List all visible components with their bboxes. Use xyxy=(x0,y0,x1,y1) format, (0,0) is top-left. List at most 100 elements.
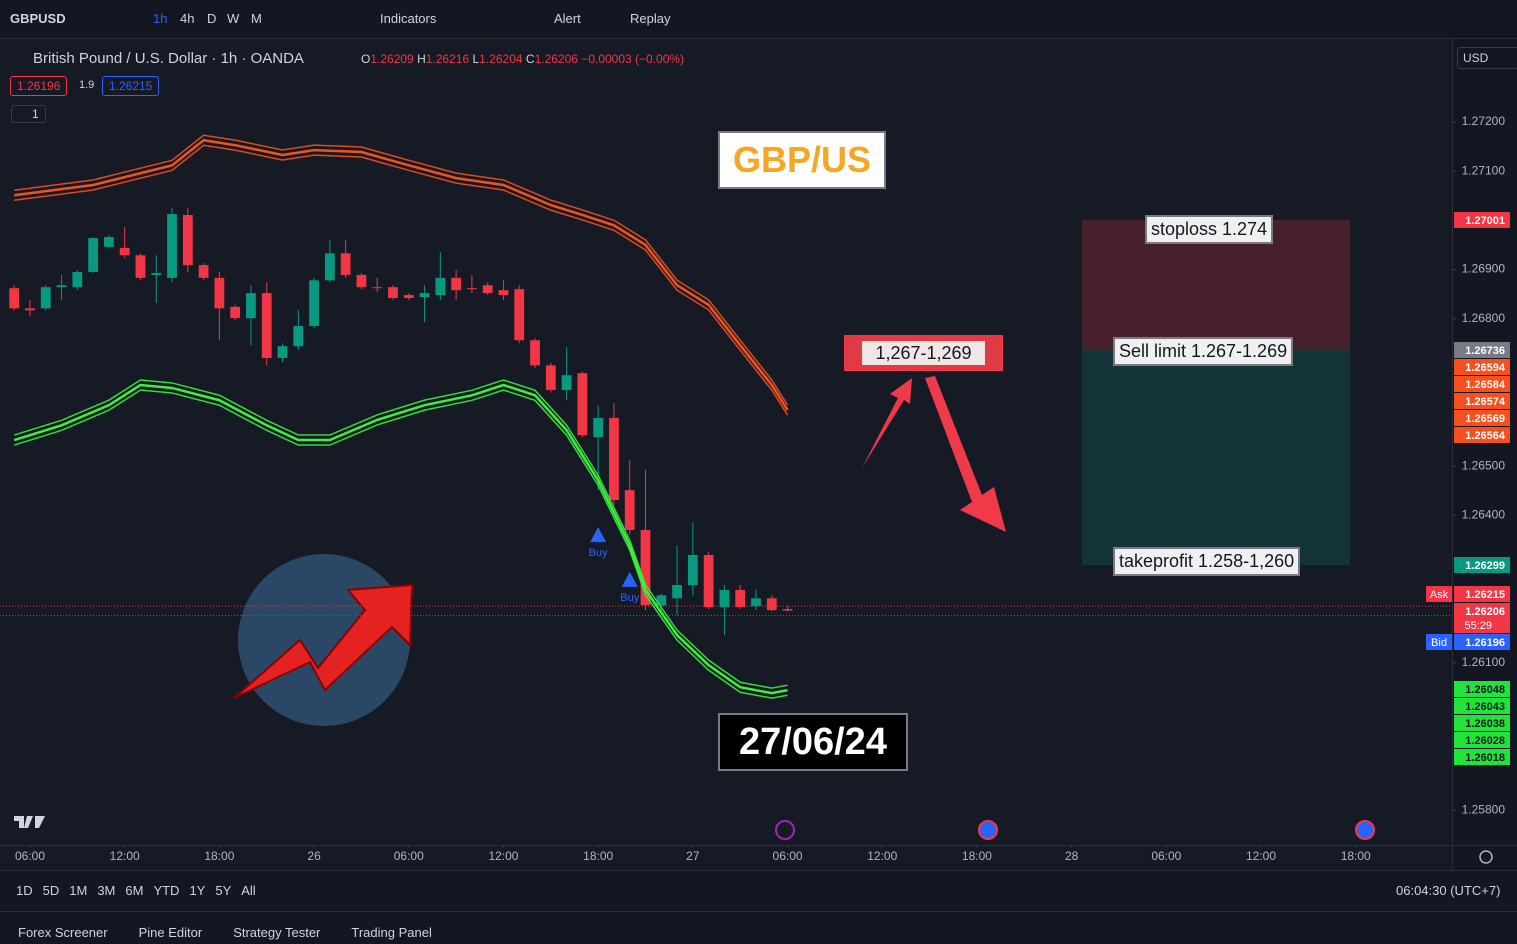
price-tag xyxy=(1454,557,1510,573)
ohlc-legend: O1.26209 H1.26216 L1.26204 C1.26206 −0.0… xyxy=(361,52,684,66)
collapse-button[interactable]: 1 xyxy=(11,105,46,123)
tab[interactable]: Strategy Tester xyxy=(233,925,321,940)
interval[interactable]: M xyxy=(251,11,262,26)
candle-body xyxy=(340,253,351,275)
price-tag-text: 1.26196 xyxy=(1465,637,1505,649)
candle-body xyxy=(25,308,35,311)
price-tag-text: 1.26206 xyxy=(1465,606,1505,618)
candle-body xyxy=(403,295,414,299)
candle-body xyxy=(656,595,667,606)
price-tag xyxy=(1454,376,1510,392)
alert-button[interactable]: Alert xyxy=(554,11,581,26)
range-button[interactable]: 6M xyxy=(125,883,144,898)
buy-signal xyxy=(621,571,638,587)
tab[interactable]: Pine Editor xyxy=(138,925,203,940)
price-tag xyxy=(1454,634,1510,650)
candle-body xyxy=(609,417,619,500)
price-tag-label-bg xyxy=(1426,634,1452,650)
candle-body xyxy=(293,326,304,347)
x-tick-label: 06:00 xyxy=(15,849,45,863)
price-tag xyxy=(1454,410,1510,426)
candle-body xyxy=(530,340,540,366)
range-bar: 1D 5D 1M 3M 6M YTD 1Y 5Y All xyxy=(16,883,256,898)
candle-body xyxy=(782,609,793,611)
range-button[interactable]: 1Y xyxy=(189,883,206,898)
symbol[interactable]: GBPUSD xyxy=(10,11,66,26)
interval[interactable]: 4h xyxy=(180,11,195,26)
price-tag-label-bg xyxy=(1426,586,1452,602)
candle-body xyxy=(498,290,509,296)
x-tick-label: 06:00 xyxy=(394,849,424,863)
y-tick-label: 1.26400 xyxy=(1462,507,1506,521)
x-tick-label: 18:00 xyxy=(1341,849,1371,863)
price-tag-text: 1.26299 xyxy=(1465,560,1505,572)
ohlc-key: O xyxy=(361,52,371,66)
candle-body xyxy=(388,287,398,299)
range-button[interactable]: All xyxy=(241,883,256,898)
band-edge xyxy=(14,144,789,416)
price-tag xyxy=(1454,342,1510,358)
candle-body xyxy=(104,237,114,247)
candle-body xyxy=(230,306,241,319)
price-tag-text: 1.26215 xyxy=(1465,589,1505,601)
price-tag-text: 1.26048 xyxy=(1465,684,1505,696)
range-button[interactable]: YTD xyxy=(153,883,180,898)
interval[interactable]: W xyxy=(227,11,240,26)
y-tick-label: 1.25800 xyxy=(1462,802,1506,816)
candle-body xyxy=(372,287,383,289)
candle-body xyxy=(182,214,193,266)
candle-body xyxy=(72,271,83,288)
price-tag-label: Bid xyxy=(1431,637,1447,649)
candle-body xyxy=(356,274,367,288)
candle-body xyxy=(214,277,225,309)
candle-body xyxy=(56,285,67,288)
currency-button[interactable]: USD xyxy=(1457,47,1517,69)
buy-label: Buy xyxy=(589,547,608,559)
sell-limit-label: Sell limit 1.267-1.269 xyxy=(1113,337,1294,366)
x-tick-label: 28 xyxy=(1065,849,1079,863)
zone-annotation: 1,267-1,269 xyxy=(862,341,985,365)
range-button[interactable]: 1D xyxy=(16,883,33,898)
band-edge xyxy=(13,379,788,689)
ohlc-value: 1.26206 xyxy=(534,52,578,66)
tab[interactable]: Forex Screener xyxy=(18,925,108,940)
ohlc-key: L xyxy=(472,52,480,66)
interval[interactable]: D xyxy=(207,11,217,26)
tab[interactable]: Trading Panel xyxy=(351,925,432,940)
replay-button[interactable]: Replay xyxy=(630,11,671,26)
price-tag-text: 1.26043 xyxy=(1465,701,1505,713)
y-tick-label: 1.26500 xyxy=(1462,458,1506,472)
candle-body xyxy=(545,365,556,390)
indicators-button[interactable]: Indicators xyxy=(380,11,437,26)
price-tag-text: 1.26018 xyxy=(1465,752,1505,764)
x-tick-label: 18:00 xyxy=(962,849,992,863)
candle-body xyxy=(719,589,730,608)
candle-body xyxy=(577,373,588,436)
buy-button[interactable]: 1.26215 xyxy=(102,76,160,96)
tradingview-logo xyxy=(14,816,45,828)
candle-body xyxy=(167,213,177,278)
interval[interactable]: 1h xyxy=(153,11,168,26)
range-button[interactable]: 3M xyxy=(97,883,116,898)
candle-body xyxy=(751,598,761,607)
price-tag-text: 1.26574 xyxy=(1465,396,1506,408)
candle-body xyxy=(435,277,446,296)
sell-button[interactable]: 1.26196 xyxy=(10,76,68,96)
price-tag-text: 1.26594 xyxy=(1465,362,1506,374)
band-edge xyxy=(14,134,789,406)
range-button[interactable]: 5D xyxy=(42,883,60,898)
ohlc-value: 1.26204 xyxy=(479,52,523,66)
range-button[interactable]: 1M xyxy=(69,883,88,898)
range-button[interactable]: 5Y xyxy=(215,883,232,898)
price-tag xyxy=(1454,698,1510,714)
price-tag-text: 1.26028 xyxy=(1465,735,1505,747)
event-icons xyxy=(775,820,1493,864)
y-tick-label: 1.26800 xyxy=(1462,311,1506,325)
change: −0.00003 (−0.00%) xyxy=(581,52,685,66)
x-tick-label: 26 xyxy=(307,849,321,863)
stoploss-label: stoploss 1.274 xyxy=(1145,215,1274,244)
takeprofit-label: takeprofit 1.258-1,260 xyxy=(1113,547,1301,576)
candle-body xyxy=(246,293,256,319)
tabs-bg xyxy=(0,910,1517,944)
candle-body xyxy=(9,288,20,309)
